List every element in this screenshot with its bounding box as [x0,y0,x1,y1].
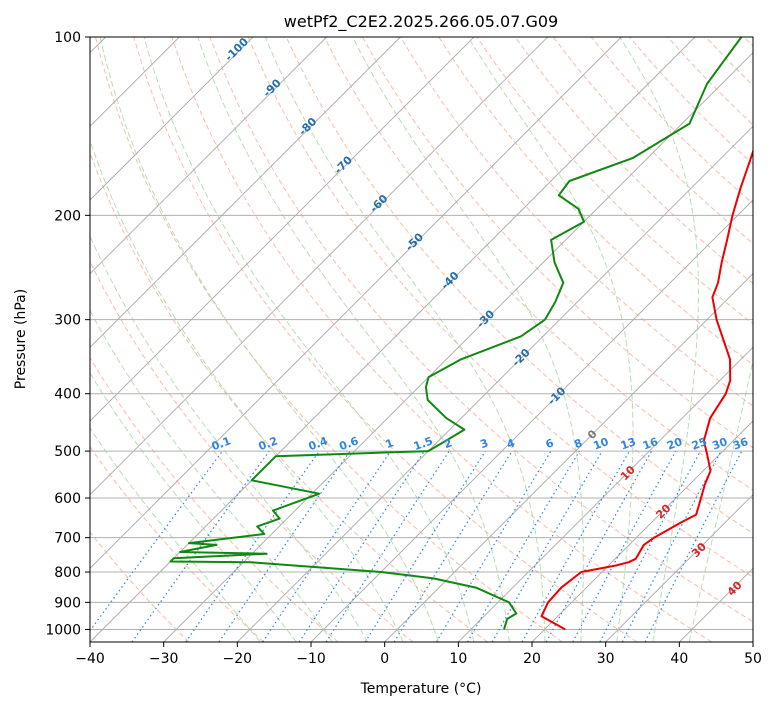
y-tick-label: 1000 [45,622,81,638]
y-axis-label: Pressure (hPa) [13,289,29,389]
y-tick-label: 400 [54,387,81,403]
y-tick-label: 600 [54,491,81,507]
x-tick-label: 20 [523,651,541,667]
y-tick-label: 800 [54,565,81,581]
x-tick-label: −40 [75,651,105,667]
y-tick-label: 700 [54,531,81,547]
x-tick-label: −10 [296,651,326,667]
chart-title: wetPf2_C2E2.2025.266.05.07.G09 [284,12,558,32]
x-tick-label: 30 [597,651,615,667]
y-tick-label: 500 [54,444,81,460]
x-tick-label: −30 [149,651,179,667]
y-tick-label: 100 [54,30,81,46]
x-tick-label: 40 [670,651,688,667]
x-tick-label: 50 [744,651,762,667]
x-tick-label: 0 [380,651,389,667]
y-tick-label: 200 [54,208,81,224]
y-tick-label: 900 [54,595,81,611]
x-tick-label: 10 [449,651,467,667]
x-axis-label: Temperature (°C) [360,681,482,697]
x-tick-label: −20 [223,651,253,667]
y-tick-label: 300 [54,313,81,329]
